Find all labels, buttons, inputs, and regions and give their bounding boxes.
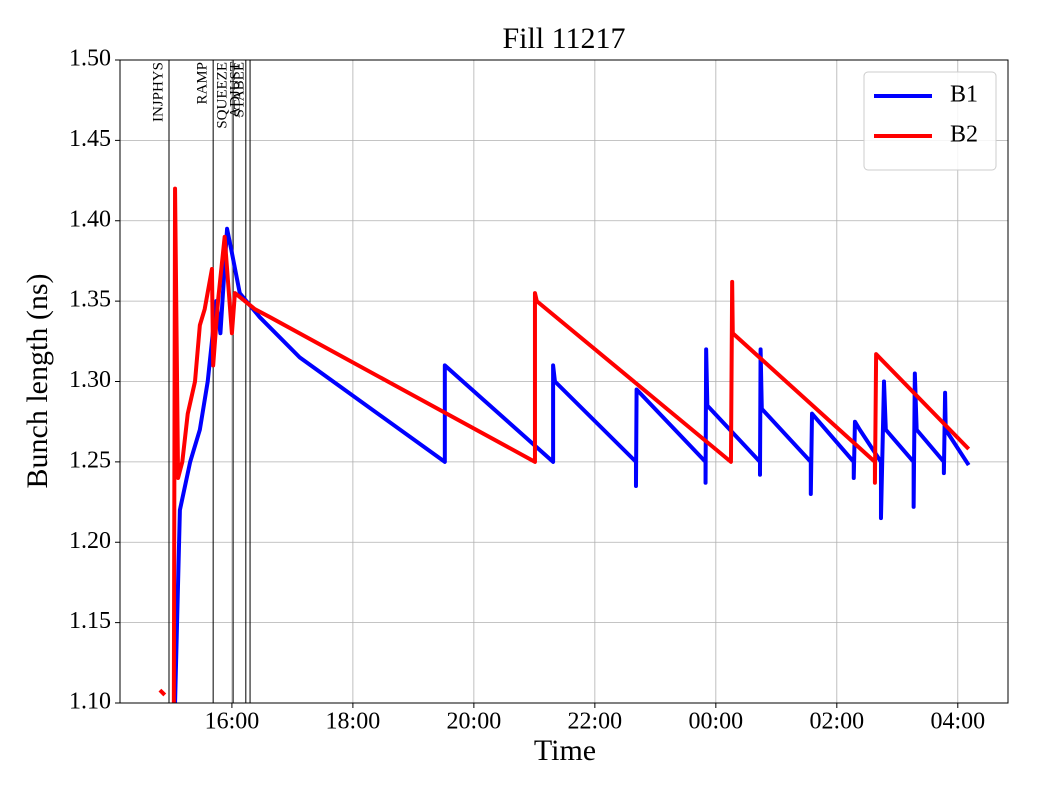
x-tick-label: 16:00 [205, 709, 260, 735]
y-tick-label: 1.10 [69, 689, 111, 715]
event-label: STABLE [231, 62, 247, 117]
event-label: INJPHYS [150, 62, 166, 122]
x-tick-label: 04:00 [930, 709, 985, 735]
y-tick-label: 1.15 [69, 608, 111, 634]
x-tick-label: 00:00 [688, 709, 743, 735]
event-label: SQUEEZE [215, 62, 231, 129]
y-tick-label: 1.25 [69, 447, 111, 473]
legend-label: B2 [950, 122, 978, 148]
legend: B1 B2 [863, 71, 997, 171]
x-tick-label: 20:00 [447, 709, 502, 735]
legend-label: B1 [950, 82, 978, 108]
data-line [173, 226, 971, 703]
x-tick-label: 02:00 [809, 709, 864, 735]
event-label: RAMP [195, 62, 211, 105]
y-axis-label: Bunch length (ns) [21, 274, 54, 489]
x-tick-label: 22:00 [568, 709, 623, 735]
chart-title: Fill 11217 [502, 22, 625, 55]
y-tick-label: 1.30 [69, 367, 111, 393]
plot-frame [119, 59, 1009, 704]
x-axis-label: Time [534, 734, 596, 767]
y-tick-label: 1.45 [69, 126, 111, 152]
y-tick-label: 1.40 [69, 206, 111, 232]
y-tick-label: 1.20 [69, 528, 111, 554]
data-line [158, 186, 971, 703]
y-tick-label: 1.50 [69, 46, 111, 72]
event-label: ADJUST [227, 62, 243, 118]
y-tick-label: 1.35 [69, 287, 111, 313]
x-tick-label: 18:00 [326, 709, 381, 735]
